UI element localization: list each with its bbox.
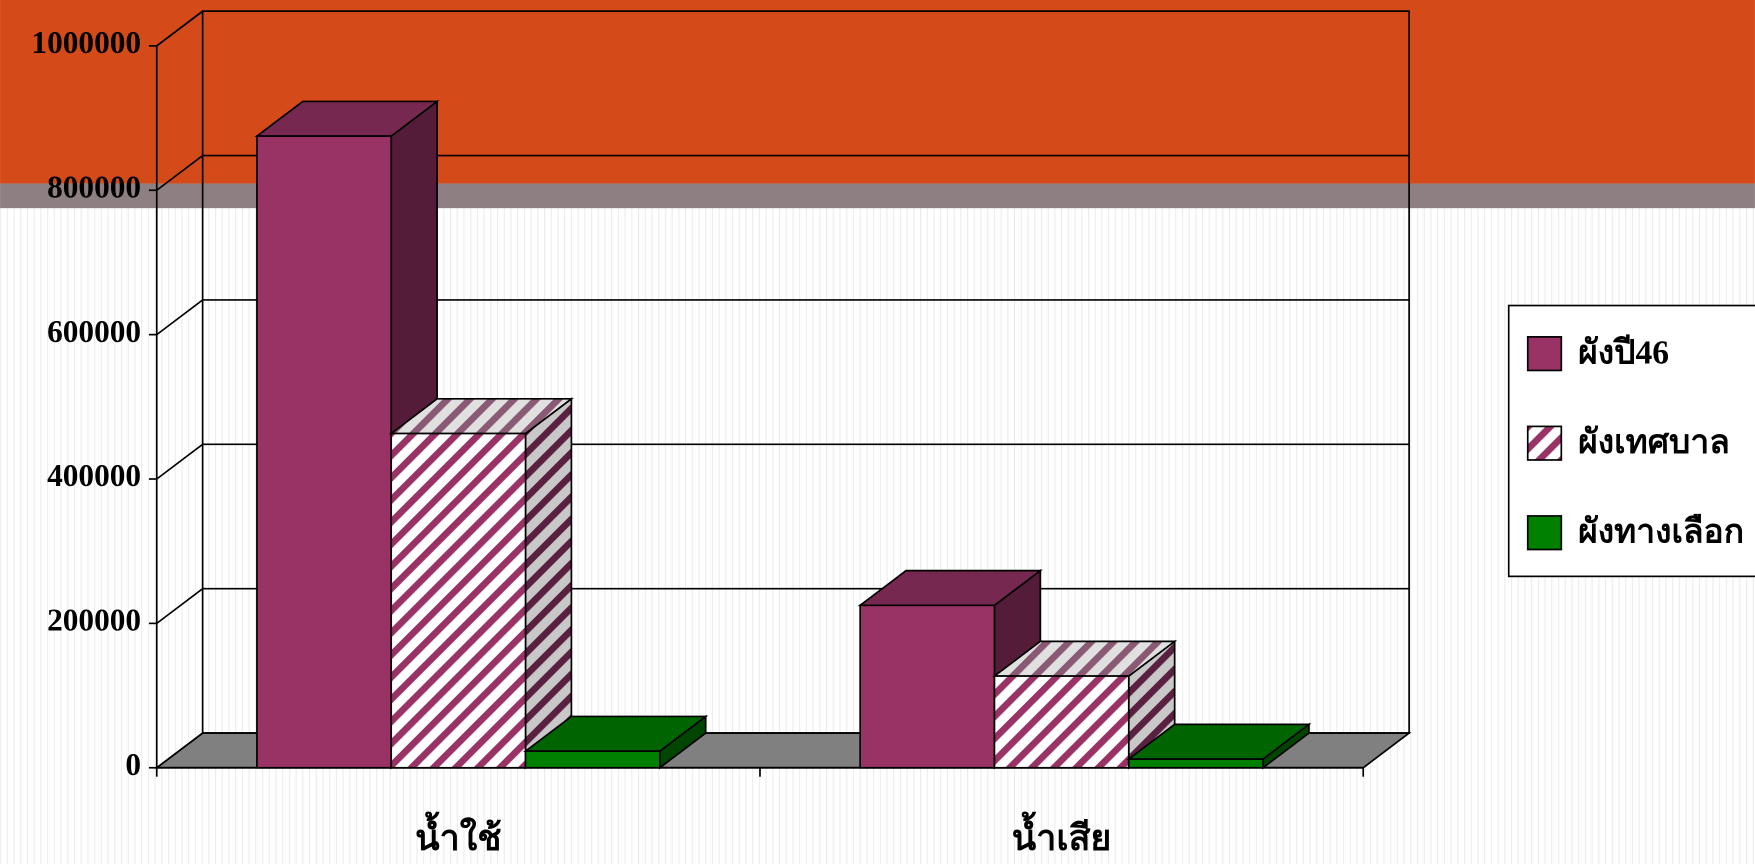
y-tick-label: 600000 xyxy=(47,314,141,349)
bar-side xyxy=(524,397,573,770)
bar xyxy=(859,604,996,769)
y-tick-label: 0 xyxy=(125,747,141,782)
legend-label: ผังเทศบาล xyxy=(1578,424,1730,461)
bar xyxy=(256,135,393,769)
bar xyxy=(524,750,661,769)
y-tick-label: 1000000 xyxy=(31,25,141,60)
legend-label: ผังปี46 xyxy=(1578,334,1669,372)
y-tick-label: 800000 xyxy=(47,169,141,204)
legend-swatch xyxy=(1526,515,1563,551)
grid-line xyxy=(156,154,1410,191)
y-tick-label: 400000 xyxy=(47,458,141,493)
legend-swatch xyxy=(1526,336,1563,372)
plot-area: 0 200000 400000 600000 800000 1000000 น้ำใช้ น้… xyxy=(31,10,1412,858)
bar xyxy=(390,432,527,769)
grid-line xyxy=(156,443,1410,480)
legend-label: ผังทางเลือก xyxy=(1578,514,1744,551)
y-tick-label: 200000 xyxy=(47,603,141,638)
grid-line xyxy=(156,299,1410,336)
grid-line xyxy=(156,10,1410,47)
bar xyxy=(993,675,1130,769)
x-tick-label: น้ำเสีย xyxy=(1012,811,1112,858)
x-tick-label: น้ำใช้ xyxy=(415,811,501,858)
bar xyxy=(1127,758,1264,769)
legend-swatch xyxy=(1526,425,1563,461)
